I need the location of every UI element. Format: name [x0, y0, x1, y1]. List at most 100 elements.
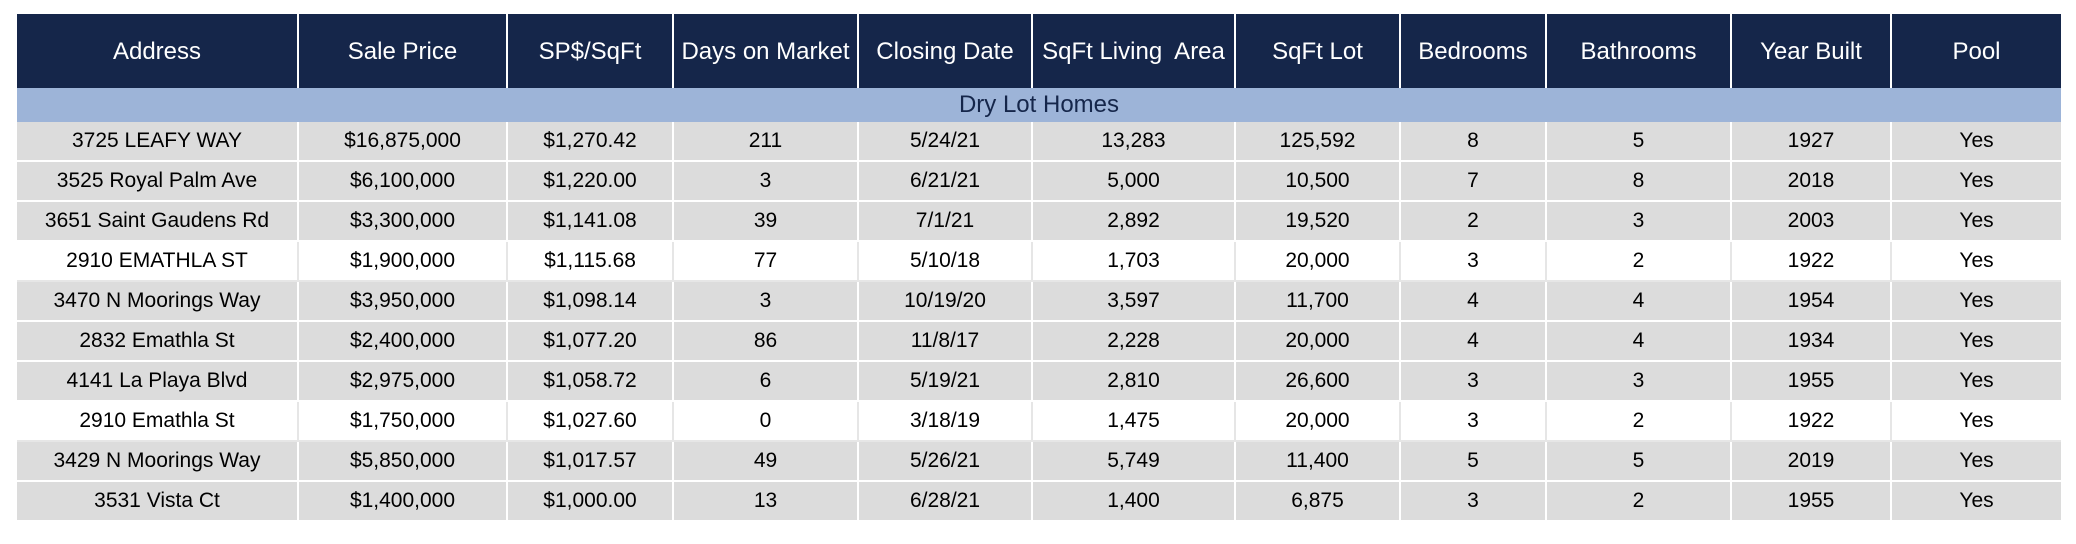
cell-price-per-sqft: $1,270.42 [507, 122, 674, 162]
cell-sale-price: $1,400,000 [298, 481, 508, 522]
table-row: 3531 Vista Ct $1,400,000 $1,000.00 13 6/28/2… [17, 481, 2061, 522]
col-header-address: Address [17, 14, 299, 88]
cell-bathrooms: 5 [1546, 441, 1732, 482]
cell-year-built: 2019 [1731, 441, 1892, 482]
cell-address: 3429 N Moorings Way [17, 441, 299, 482]
cell-closing-date: 11/8/17 [858, 321, 1033, 362]
cell-year-built: 2018 [1731, 161, 1892, 202]
cell-year-built: 1922 [1731, 401, 1892, 442]
cell-sale-price: $2,400,000 [298, 321, 508, 362]
cell-days-on-market: 0 [673, 401, 859, 442]
cell-days-on-market: 86 [673, 321, 859, 362]
cell-pool: Yes [1891, 321, 2061, 362]
cell-year-built: 1927 [1731, 122, 1892, 162]
cell-price-per-sqft: $1,000.00 [507, 481, 674, 522]
cell-address: 3651 Saint Gaudens Rd [17, 201, 299, 242]
cell-bathrooms: 4 [1546, 321, 1732, 362]
cell-bathrooms: 8 [1546, 161, 1732, 202]
cell-address: 4141 La Playa Blvd [17, 361, 299, 402]
cell-sqft-living-area: 2,228 [1032, 321, 1236, 362]
cell-bedrooms: 8 [1400, 122, 1547, 162]
table-row: 4141 La Playa Blvd $2,975,000 $1,058.72 6 5/… [17, 361, 2061, 402]
cell-sqft-living-area: 2,810 [1032, 361, 1236, 402]
cell-address: 3531 Vista Ct [17, 481, 299, 522]
col-header-price-per-sqft: SP$/SqFt [507, 14, 674, 88]
col-header-days-on-market: Days on Market [673, 14, 859, 88]
cell-closing-date: 6/28/21 [858, 481, 1033, 522]
col-header-bedrooms: Bedrooms [1400, 14, 1547, 88]
cell-price-per-sqft: $1,058.72 [507, 361, 674, 402]
cell-pool: Yes [1891, 401, 2061, 442]
cell-sqft-lot: 20,000 [1235, 241, 1401, 282]
cell-bathrooms: 5 [1546, 122, 1732, 162]
cell-bedrooms: 3 [1400, 361, 1547, 402]
cell-sqft-living-area: 5,000 [1032, 161, 1236, 202]
cell-sqft-living-area: 2,892 [1032, 201, 1236, 242]
cell-sqft-lot: 125,592 [1235, 122, 1401, 162]
cell-closing-date: 5/10/18 [858, 241, 1033, 282]
cell-sale-price: $3,950,000 [298, 281, 508, 322]
cell-sqft-lot: 20,000 [1235, 321, 1401, 362]
cell-bedrooms: 4 [1400, 281, 1547, 322]
cell-address: 3470 N Moorings Way [17, 281, 299, 322]
cell-bathrooms: 4 [1546, 281, 1732, 322]
cell-bathrooms: 3 [1546, 201, 1732, 242]
cell-sqft-living-area: 1,475 [1032, 401, 1236, 442]
col-header-year-built: Year Built [1731, 14, 1892, 88]
cell-days-on-market: 3 [673, 161, 859, 202]
cell-year-built: 1934 [1731, 321, 1892, 362]
cell-pool: Yes [1891, 481, 2061, 522]
cell-bedrooms: 4 [1400, 321, 1547, 362]
col-header-bathrooms: Bathrooms [1546, 14, 1732, 88]
cell-bedrooms: 5 [1400, 441, 1547, 482]
cell-bedrooms: 3 [1400, 481, 1547, 522]
cell-pool: Yes [1891, 122, 2061, 162]
cell-closing-date: 5/24/21 [858, 122, 1033, 162]
cell-pool: Yes [1891, 441, 2061, 482]
cell-bedrooms: 3 [1400, 401, 1547, 442]
cell-sale-price: $1,900,000 [298, 241, 508, 282]
cell-sqft-lot: 11,700 [1235, 281, 1401, 322]
cell-days-on-market: 77 [673, 241, 859, 282]
cell-pool: Yes [1891, 361, 2061, 402]
cell-year-built: 2003 [1731, 201, 1892, 242]
cell-address: 3725 LEAFY WAY [17, 122, 299, 162]
cell-sale-price: $2,975,000 [298, 361, 508, 402]
table-row: 2832 Emathla St $2,400,000 $1,077.20 86 11/8… [17, 321, 2061, 362]
table-header: Address Sale Price SP$/SqFt Days on Mark… [17, 14, 2061, 88]
cell-address: 2910 EMATHLA ST [17, 241, 299, 282]
cell-days-on-market: 13 [673, 481, 859, 522]
cell-bathrooms: 2 [1546, 401, 1732, 442]
cell-pool: Yes [1891, 241, 2061, 282]
cell-closing-date: 3/18/19 [858, 401, 1033, 442]
cell-sqft-lot: 6,875 [1235, 481, 1401, 522]
cell-price-per-sqft: $1,220.00 [507, 161, 674, 202]
cell-bathrooms: 2 [1546, 481, 1732, 522]
cell-days-on-market: 6 [673, 361, 859, 402]
col-header-closing-date: Closing Date [858, 14, 1033, 88]
col-header-sale-price: Sale Price [298, 14, 508, 88]
cell-address: 3525 Royal Palm Ave [17, 161, 299, 202]
section-title: Dry Lot Homes [17, 88, 2061, 122]
cell-address: 2832 Emathla St [17, 321, 299, 362]
cell-closing-date: 5/19/21 [858, 361, 1033, 402]
cell-days-on-market: 39 [673, 201, 859, 242]
cell-sqft-lot: 26,600 [1235, 361, 1401, 402]
table-row: 3470 N Moorings Way $3,950,000 $1,098.14 3 1… [17, 281, 2061, 322]
cell-sqft-lot: 10,500 [1235, 161, 1401, 202]
cell-price-per-sqft: $1,027.60 [507, 401, 674, 442]
table-body: Dry Lot Homes 3725 LEAFY WAY $16,875,000 $… [17, 88, 2061, 522]
cell-bathrooms: 2 [1546, 241, 1732, 282]
cell-sale-price: $16,875,000 [298, 122, 508, 162]
cell-price-per-sqft: $1,141.08 [507, 201, 674, 242]
cell-pool: Yes [1891, 161, 2061, 202]
cell-sqft-living-area: 13,283 [1032, 122, 1236, 162]
cell-days-on-market: 211 [673, 122, 859, 162]
cell-address: 2910 Emathla St [17, 401, 299, 442]
cell-price-per-sqft: $1,098.14 [507, 281, 674, 322]
cell-sqft-living-area: 1,400 [1032, 481, 1236, 522]
sales-table: Address Sale Price SP$/SqFt Days on Mark… [17, 14, 2061, 522]
cell-bathrooms: 3 [1546, 361, 1732, 402]
cell-closing-date: 10/19/20 [858, 281, 1033, 322]
cell-sale-price: $6,100,000 [298, 161, 508, 202]
